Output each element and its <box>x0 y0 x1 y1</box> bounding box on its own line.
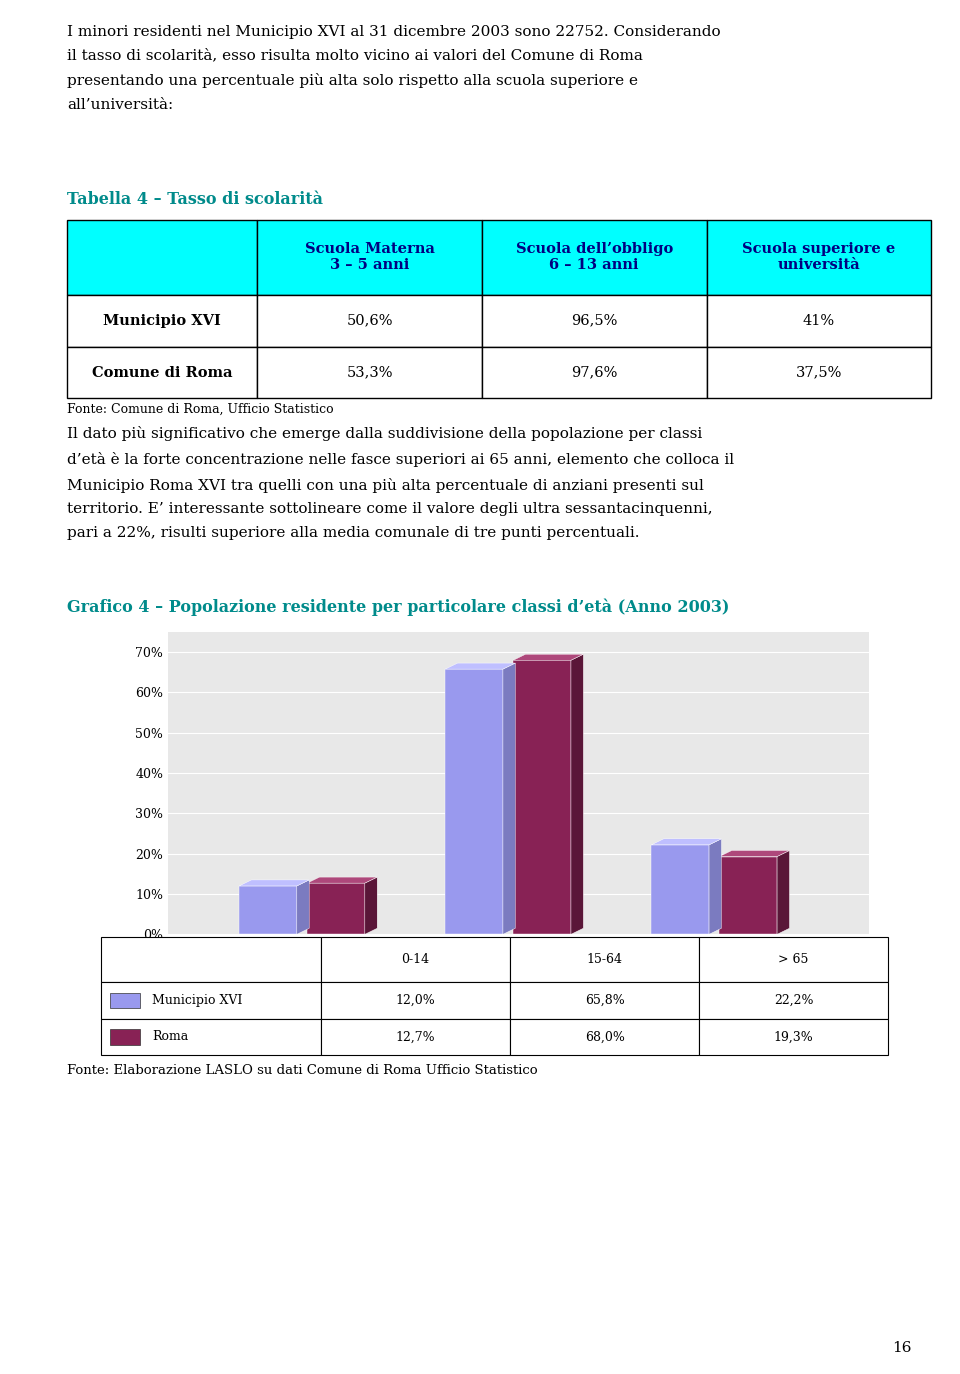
Bar <box>707 220 931 295</box>
Text: Roma: Roma <box>152 1030 188 1043</box>
Text: Scuola Materna
3 – 5 anni: Scuola Materna 3 – 5 anni <box>304 242 435 272</box>
Bar <box>257 346 482 398</box>
Text: Scuola superiore e
università: Scuola superiore e università <box>742 242 896 272</box>
Text: > 65: > 65 <box>779 954 808 966</box>
Polygon shape <box>503 664 516 934</box>
Text: 96,5%: 96,5% <box>571 313 617 328</box>
Text: 12,7%: 12,7% <box>396 1030 436 1043</box>
Text: Tabella 4 – Tasso di scolarità: Tabella 4 – Tasso di scolarità <box>67 191 324 207</box>
Bar <box>699 1018 888 1055</box>
Polygon shape <box>239 879 309 886</box>
Bar <box>707 295 931 346</box>
Text: 15-64: 15-64 <box>587 954 623 966</box>
Bar <box>67 346 257 398</box>
Bar <box>707 346 931 398</box>
Text: 16: 16 <box>893 1341 912 1355</box>
Text: 50,6%: 50,6% <box>347 313 393 328</box>
Text: 97,6%: 97,6% <box>571 365 617 379</box>
Text: Comune di Roma: Comune di Roma <box>92 365 232 379</box>
Text: 22,2%: 22,2% <box>774 993 813 1007</box>
Polygon shape <box>445 664 516 669</box>
Polygon shape <box>297 879 309 934</box>
Polygon shape <box>514 654 584 661</box>
Bar <box>67 295 257 346</box>
Bar <box>67 220 257 295</box>
Bar <box>101 982 322 1018</box>
Polygon shape <box>365 877 377 934</box>
Polygon shape <box>719 851 789 856</box>
Text: 19,3%: 19,3% <box>774 1030 813 1043</box>
Text: 0-14: 0-14 <box>401 954 430 966</box>
Bar <box>719 856 777 934</box>
Bar <box>445 669 503 934</box>
Text: Il dato più significativo che emerge dalla suddivisione della popolazione per cl: Il dato più significativo che emerge dal… <box>67 426 734 540</box>
Bar <box>510 982 699 1018</box>
Text: Grafico 4 – Popolazione residente per particolare classi d’età (Anno 2003): Grafico 4 – Popolazione residente per pa… <box>67 599 730 616</box>
Text: 68,0%: 68,0% <box>585 1030 625 1043</box>
Bar <box>157 934 879 944</box>
Text: Fonte: Comune di Roma, Ufficio Statistico: Fonte: Comune di Roma, Ufficio Statistic… <box>67 403 334 416</box>
Polygon shape <box>651 838 721 845</box>
Bar <box>699 937 888 982</box>
Bar <box>307 883 365 934</box>
Text: 41%: 41% <box>803 313 835 328</box>
Bar <box>514 661 571 934</box>
Text: Municipio XVI: Municipio XVI <box>152 993 242 1007</box>
Text: Municipio XVI: Municipio XVI <box>104 313 221 328</box>
Bar <box>482 220 707 295</box>
Text: Scuola dell’obbligo
6 – 13 anni: Scuola dell’obbligo 6 – 13 anni <box>516 242 673 272</box>
Text: Fonte: Elaborazione LASLO su dati Comune di Roma Ufficio Statistico: Fonte: Elaborazione LASLO su dati Comune… <box>67 1063 538 1077</box>
Bar <box>322 982 510 1018</box>
Bar <box>651 845 709 934</box>
Text: 53,3%: 53,3% <box>347 365 393 379</box>
Bar <box>322 1018 510 1055</box>
Polygon shape <box>571 654 584 934</box>
Bar <box>482 295 707 346</box>
Polygon shape <box>307 877 377 883</box>
Text: I minori residenti nel Municipio XVI al 31 dicembre 2003 sono 22752. Considerand: I minori residenti nel Municipio XVI al … <box>67 25 721 113</box>
Bar <box>699 982 888 1018</box>
Bar <box>101 937 322 982</box>
Bar <box>101 1018 322 1055</box>
Bar <box>110 992 140 1009</box>
Bar <box>110 1029 140 1044</box>
Bar <box>482 346 707 398</box>
Text: 37,5%: 37,5% <box>796 365 842 379</box>
Bar <box>239 886 297 934</box>
Text: 12,0%: 12,0% <box>396 993 436 1007</box>
Polygon shape <box>777 851 789 934</box>
Text: 65,8%: 65,8% <box>585 993 625 1007</box>
Bar <box>510 1018 699 1055</box>
Bar <box>257 295 482 346</box>
Bar <box>322 937 510 982</box>
Bar <box>257 220 482 295</box>
Polygon shape <box>709 838 721 934</box>
Bar <box>510 937 699 982</box>
